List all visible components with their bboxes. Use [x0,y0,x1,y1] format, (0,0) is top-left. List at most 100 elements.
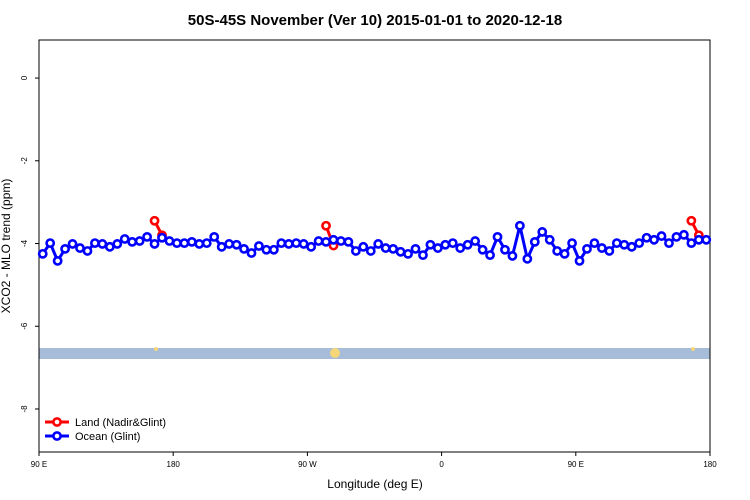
data-point [45,238,56,249]
x-axis-label: Longitude (deg E) [327,477,422,491]
data-point [246,248,257,258]
legend-label: Land (Nadir&Glint) [75,417,166,429]
data-point [149,239,160,249]
data-point [291,238,302,249]
x-tick-label: 90 E [31,460,47,469]
data-point [104,241,115,252]
data-point [634,238,645,249]
y-tick-label: -4 [20,239,29,247]
y-axis-label: XCO2 - MLO trend (ppm) [0,179,13,314]
data-point [37,248,48,259]
data-point [358,241,369,252]
data-point [395,246,406,257]
data-point [664,238,674,249]
data-point [268,244,279,255]
data-point [388,243,399,254]
x-tick-label: 180 [703,460,717,469]
data-point [567,238,577,249]
data-point [440,239,451,250]
data-point [298,239,309,249]
coverage-dot [330,348,340,358]
data-point [514,220,525,231]
data-point [209,231,220,242]
data-point [432,243,443,253]
data-point [455,243,466,253]
data-point [224,239,235,249]
data-point [403,248,413,259]
data-point [701,234,712,245]
data-point [365,246,376,256]
data-point [134,236,145,246]
data-point [500,244,510,255]
data-point [261,244,272,255]
data-point [604,246,615,256]
data-point [574,255,585,266]
data-point [149,215,160,226]
chart-title: 50S-45S November (Ver 10) 2015-01-01 to … [188,12,562,29]
data-point [418,250,428,261]
data-point [313,236,324,246]
data-point [619,239,630,250]
data-point [641,232,652,243]
data-point [67,239,78,249]
data-point [582,243,592,254]
legend-marker [52,431,62,441]
data-point [522,253,533,264]
x-tick-label: 90 W [298,460,317,469]
y-tick-label: -8 [20,405,29,413]
x-tick-label: 90 E [568,460,584,469]
data-point [447,238,458,249]
data-point [477,244,488,255]
data-point [157,232,167,243]
data-point [462,239,473,250]
data-point [194,239,205,249]
data-point [373,239,384,249]
data-point [537,227,548,237]
data-point [649,234,659,245]
data-point [596,243,607,253]
data-point [686,215,697,226]
y-tick-label: -2 [20,157,29,165]
data-point [559,248,570,259]
data-point [97,239,108,249]
data-point [216,241,227,252]
data-point [529,236,540,247]
data-point [343,236,354,247]
data-point [410,243,421,254]
data-point [52,255,63,266]
legend: Land (Nadir&Glint) Ocean (Glint) [45,417,166,443]
y-tick-label: 0 [20,75,29,80]
data-point [380,243,391,253]
data-point [544,234,555,245]
legend-marker [52,417,62,427]
plot-frame [38,39,711,453]
data-point [470,236,481,246]
data-point [186,236,197,247]
data-point [179,238,190,249]
data-point [507,251,518,261]
data-point [90,238,100,249]
x-tick-label: 180 [167,460,181,469]
data-point [485,250,495,261]
data-point [201,238,212,249]
data-point [336,236,346,246]
data-point [679,229,689,240]
data-point [231,239,242,250]
data-point [626,241,637,252]
data-point [142,231,153,242]
data-point [60,243,70,254]
data-point [350,246,361,256]
data-point [328,234,339,245]
data-point [239,243,249,254]
legend-label: Ocean (Glint) [75,431,140,443]
x-tick-label: 0 [439,460,444,469]
data-point [686,238,697,249]
data-point [82,246,93,256]
data-point [693,234,704,245]
data-point [306,241,317,252]
coverage-band [39,348,710,359]
data-point [254,241,264,251]
data-point [552,246,563,256]
data-point [589,238,600,249]
data-point [75,243,85,253]
